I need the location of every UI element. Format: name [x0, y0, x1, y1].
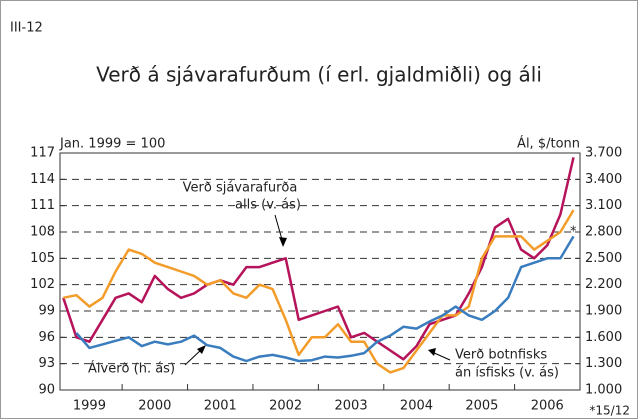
y-tick-label: 96 — [38, 330, 55, 345]
x-tick-label: 2003 — [335, 399, 368, 414]
y2-tick-label: 3.400 — [585, 172, 622, 187]
y-tick-label: 90 — [38, 383, 55, 398]
x-tick-label: 2005 — [465, 399, 498, 414]
x-tick-label: 2001 — [204, 399, 237, 414]
figure-label: III-12 — [10, 21, 43, 36]
series-line — [75, 235, 575, 363]
arrow — [431, 351, 451, 361]
x-tick-label: 1999 — [73, 399, 106, 414]
y2-tick-label: 1.300 — [585, 356, 622, 371]
x-tick-label: 2000 — [138, 399, 171, 414]
series-line — [63, 209, 575, 374]
y-tick-label: 117 — [30, 146, 55, 161]
y2-tick-label: 1.600 — [585, 330, 622, 345]
y2-tick-label: 2.500 — [585, 251, 622, 266]
y2-tick-label: 2.200 — [585, 277, 622, 292]
annotation: Verð botnfisks — [455, 348, 547, 363]
arrowhead — [279, 237, 287, 247]
y2-tick-label: 2.800 — [585, 225, 622, 240]
x-tick-label: 2004 — [400, 399, 433, 414]
arrowhead — [197, 345, 206, 354]
y-tick-label: 105 — [30, 251, 55, 266]
y2-tick-label: 1.900 — [585, 304, 622, 319]
arrowhead — [428, 348, 436, 356]
x-tick-label: 2002 — [269, 399, 302, 414]
chart-title: Verð á sjávarafurðum (í erl. gjaldmiðli)… — [96, 63, 542, 87]
y-tick-label: 93 — [38, 356, 55, 371]
y2-tick-label: 1.000 — [585, 383, 622, 398]
y-tick-label: 114 — [30, 172, 55, 187]
x-tick-label: 2006 — [531, 399, 564, 414]
y2-tick-label: 3.100 — [585, 198, 622, 213]
y-tick-label: 102 — [30, 277, 55, 292]
y-axis-label: Jan. 1999 = 100 — [59, 137, 165, 152]
y2-tick-label: 3.700 — [585, 146, 622, 161]
annotations: Verð sjávarafurða alls (v. ás) Álverð (h… — [88, 181, 577, 381]
footnote: *15/12 — [589, 404, 630, 418]
y2-axis-label: Ál, $/tonn — [517, 136, 580, 152]
y-tick-label: 99 — [38, 304, 55, 319]
y-tick-label: 111 — [30, 198, 55, 213]
annotation: * — [570, 225, 577, 240]
plot-frame — [59, 152, 581, 391]
y-tick-label: 108 — [30, 225, 55, 240]
annotation: Álverð (h. ás) — [88, 361, 175, 377]
annotation: Verð sjávarafurða — [183, 181, 298, 196]
annotation: án ísfisks (v. ás) — [455, 366, 559, 381]
annotation: alls (v. ás) — [235, 198, 301, 213]
